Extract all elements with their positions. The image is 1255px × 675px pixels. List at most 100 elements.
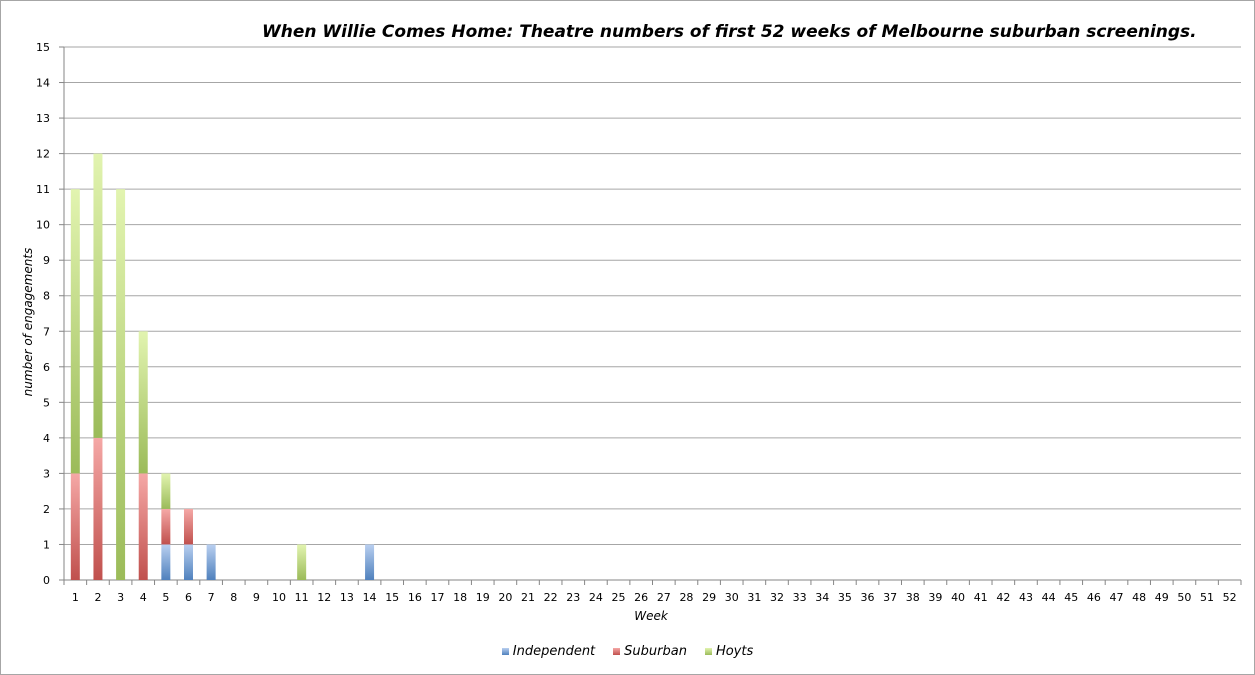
x-tick-label: 11 [295,591,309,604]
x-tick-label: 9 [253,591,260,604]
legend: Independent Suburban Hoyts [0,644,1255,659]
x-tick-label: 43 [1019,591,1033,604]
y-tick-label: 0 [43,574,50,587]
x-tick-label: 24 [589,591,603,604]
x-tick-label: 50 [1177,591,1191,604]
legend-item-independent: Independent [501,644,596,659]
x-tick-label: 16 [408,591,422,604]
x-tick-label: 27 [657,591,671,604]
legend-label: Independent [512,644,596,659]
bar-hoyts-week-4 [138,331,148,474]
bar-hoyts-week-11 [297,544,307,580]
x-tick-label: 49 [1155,591,1169,604]
x-tick-label: 30 [725,591,739,604]
y-tick-label: 13 [36,112,50,125]
bar-suburban-week-6 [183,508,193,545]
y-tick-label: 10 [36,219,50,232]
x-tick-label: 4 [140,591,147,604]
y-tick-label: 5 [43,396,50,409]
bars [70,153,375,580]
bar-suburban-week-1 [70,473,80,580]
x-tick-label: 1 [72,591,79,604]
x-tick-label: 41 [974,591,988,604]
y-tick-label: 8 [43,290,50,303]
x-tick-label: 35 [838,591,852,604]
legend-swatch [613,648,621,655]
bar-hoyts-week-2 [93,153,103,438]
x-tick-label: 40 [951,591,965,604]
y-tick-label: 9 [43,254,50,267]
x-tick-label: 5 [162,591,169,604]
bar-independent-week-7 [206,544,216,580]
x-tick-label: 19 [476,591,490,604]
bar-hoyts-week-5 [161,473,171,509]
bar-independent-week-6 [183,544,193,580]
y-axis-title: number of engagements [21,248,35,397]
y-tick-label: 12 [36,148,50,161]
y-tick-label: 3 [43,467,50,480]
x-tick-label: 36 [861,591,875,604]
x-tick-label: 44 [1042,591,1056,604]
bar-suburban-week-5 [161,508,171,545]
bar-hoyts-week-1 [70,189,80,474]
x-tick-label: 21 [521,591,535,604]
x-tick-label: 29 [702,591,716,604]
x-tick-label: 15 [385,591,399,604]
x-tick-label: 6 [185,591,192,604]
x-tick-label: 37 [883,591,897,604]
x-tick-label: 13 [340,591,354,604]
x-tick-label: 31 [747,591,761,604]
legend-label: Suburban [624,644,687,659]
x-tick-label: 33 [793,591,807,604]
y-tick-label: 7 [43,325,50,338]
x-tick-label: 20 [498,591,512,604]
x-tick-label: 42 [996,591,1010,604]
x-tick-label: 17 [430,591,444,604]
bar-hoyts-week-3 [116,189,126,580]
x-tick-label: 22 [544,591,558,604]
legend-item-suburban: Suburban [613,644,687,659]
x-tick-label: 8 [230,591,237,604]
x-axis-title: Week [634,609,669,623]
x-tick-label: 34 [815,591,829,604]
x-tick-label: 25 [612,591,626,604]
legend-label: Hoyts [715,644,754,659]
x-tick-label: 26 [634,591,648,604]
y-tick-label: 1 [43,538,50,551]
x-tick-label: 47 [1110,591,1124,604]
x-tick-label: 46 [1087,591,1101,604]
legend-item-hoyts: Hoyts [704,644,754,659]
x-tick-label: 45 [1064,591,1078,604]
bar-suburban-week-2 [93,437,103,580]
legend-swatch [704,648,712,655]
x-tick-label: 18 [453,591,467,604]
y-tick-label: 2 [43,503,50,516]
x-tick-label: 2 [94,591,101,604]
x-tick-label: 51 [1200,591,1214,604]
x-tick-label: 10 [272,591,286,604]
bar-suburban-week-4 [138,473,148,580]
x-tick-label: 48 [1132,591,1146,604]
y-tick-label: 14 [36,77,50,90]
y-tick-label: 6 [43,361,50,374]
x-tick-label: 23 [566,591,580,604]
bar-independent-week-14 [365,544,375,580]
y-tick-label: 11 [36,183,50,196]
x-tick-label: 14 [363,591,377,604]
x-tick-label: 38 [906,591,920,604]
x-tick-label: 52 [1223,591,1237,604]
x-tick-label: 3 [117,591,124,604]
bar-independent-week-5 [161,544,171,580]
legend-swatch [501,648,509,655]
x-tick-label: 28 [679,591,693,604]
x-tick-label: 12 [317,591,331,604]
x-tick-label: 39 [928,591,942,604]
gridlines [64,46,1241,581]
x-tick-label: 7 [208,591,215,604]
chart-title: When Willie Comes Home: Theatre numbers … [262,22,1197,42]
y-tick-label: 15 [36,41,50,54]
x-tick-label: 32 [770,591,784,604]
y-tick-label: 4 [43,432,50,445]
